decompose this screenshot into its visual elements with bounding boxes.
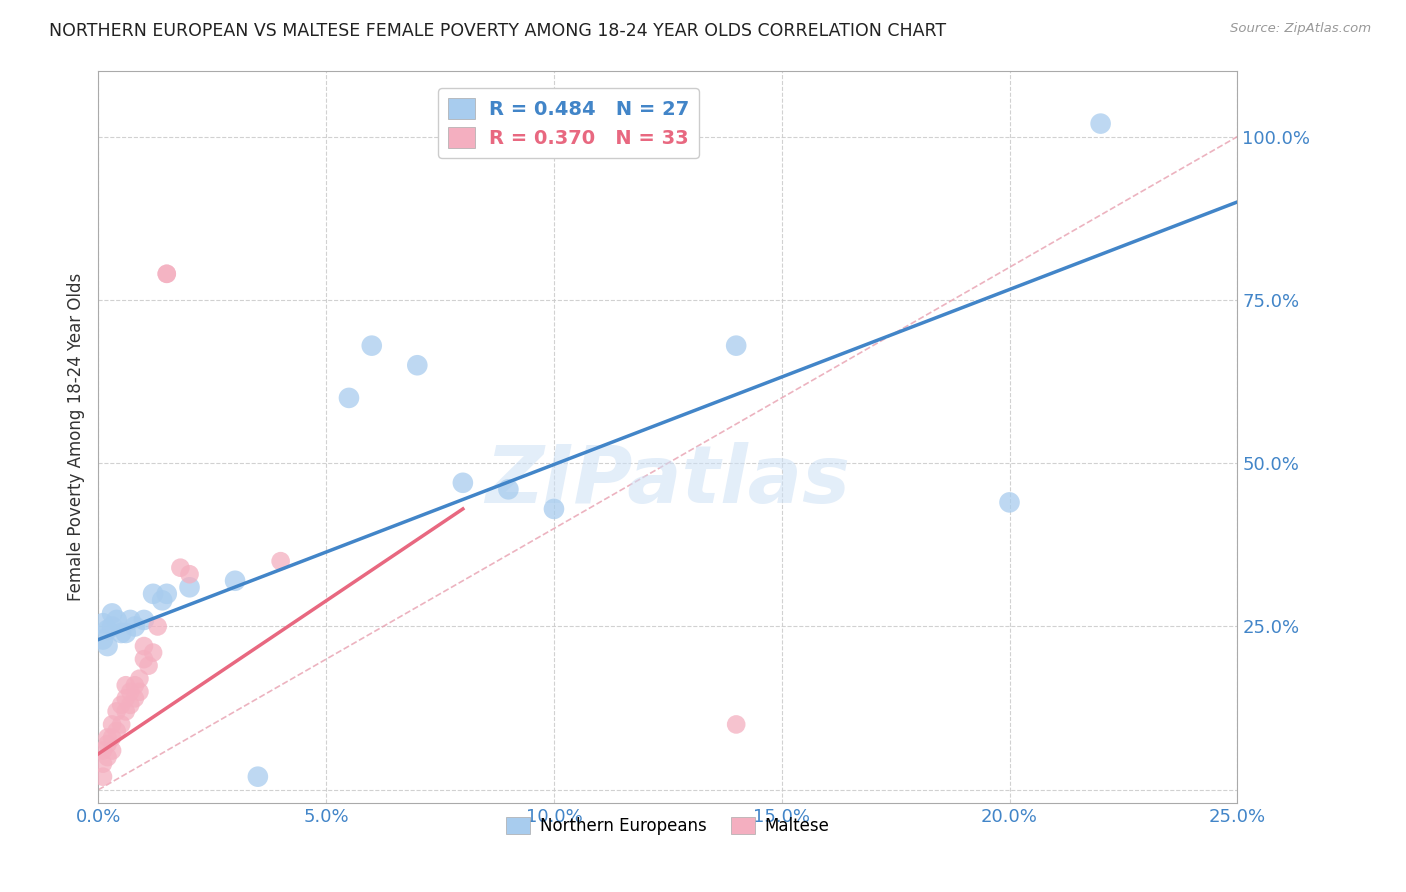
Point xyxy=(132,652,155,666)
Point xyxy=(142,587,165,601)
Point xyxy=(132,613,155,627)
Point xyxy=(110,626,132,640)
Point xyxy=(120,685,142,699)
Point xyxy=(179,567,201,582)
Point xyxy=(101,717,124,731)
Point xyxy=(101,743,124,757)
Point xyxy=(543,502,565,516)
Point xyxy=(498,483,520,497)
Point xyxy=(91,616,114,631)
Point xyxy=(114,678,136,692)
Point xyxy=(169,560,191,574)
Text: NORTHERN EUROPEAN VS MALTESE FEMALE POVERTY AMONG 18-24 YEAR OLDS CORRELATION CH: NORTHERN EUROPEAN VS MALTESE FEMALE POVE… xyxy=(49,22,946,40)
Point xyxy=(725,717,748,731)
Point xyxy=(101,731,124,745)
Point xyxy=(128,672,150,686)
Y-axis label: Female Poverty Among 18-24 Year Olds: Female Poverty Among 18-24 Year Olds xyxy=(66,273,84,601)
Point xyxy=(156,267,179,281)
Point xyxy=(246,770,269,784)
Point xyxy=(96,731,118,745)
Point xyxy=(91,632,114,647)
Point xyxy=(146,619,169,633)
Point xyxy=(96,639,118,653)
Legend: Northern Europeans, Maltese: Northern Europeans, Maltese xyxy=(499,811,837,842)
Point xyxy=(124,678,146,692)
Point xyxy=(105,723,128,738)
Point xyxy=(114,626,136,640)
Point xyxy=(128,685,150,699)
Point xyxy=(337,391,360,405)
Point xyxy=(451,475,474,490)
Point xyxy=(156,587,179,601)
Point xyxy=(96,737,118,751)
Point xyxy=(105,613,128,627)
Point xyxy=(114,705,136,719)
Point xyxy=(132,639,155,653)
Point xyxy=(406,358,429,372)
Point xyxy=(179,580,201,594)
Point xyxy=(110,698,132,712)
Point xyxy=(105,705,128,719)
Point xyxy=(114,691,136,706)
Point xyxy=(96,623,118,637)
Point xyxy=(360,338,382,352)
Text: Source: ZipAtlas.com: Source: ZipAtlas.com xyxy=(1230,22,1371,36)
Point xyxy=(124,691,146,706)
Point xyxy=(120,698,142,712)
Point xyxy=(101,619,124,633)
Point xyxy=(270,554,292,568)
Point xyxy=(1090,117,1112,131)
Point xyxy=(91,743,114,757)
Point xyxy=(101,607,124,621)
Point xyxy=(224,574,246,588)
Point xyxy=(150,593,173,607)
Point xyxy=(156,267,179,281)
Point xyxy=(91,770,114,784)
Point xyxy=(138,658,160,673)
Point xyxy=(96,750,118,764)
Point xyxy=(998,495,1021,509)
Point xyxy=(91,756,114,771)
Point xyxy=(120,613,142,627)
Point xyxy=(124,619,146,633)
Text: ZIPatlas: ZIPatlas xyxy=(485,442,851,520)
Point xyxy=(725,338,748,352)
Point xyxy=(110,717,132,731)
Point xyxy=(142,646,165,660)
